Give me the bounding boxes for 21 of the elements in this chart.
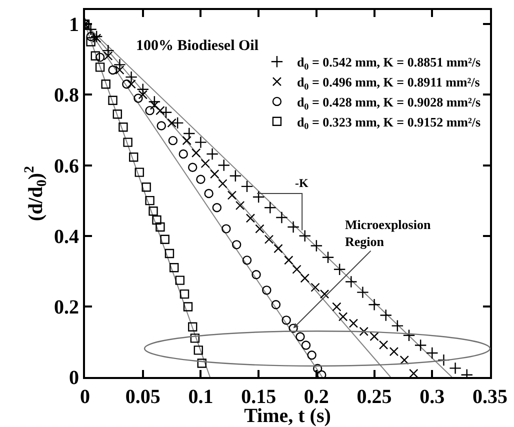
y-tick-label: 0.8 bbox=[54, 84, 79, 107]
x-tick-label: 0.25 bbox=[356, 386, 392, 408]
y-tick-label: 1 bbox=[69, 14, 79, 36]
y-tick-label: 0 bbox=[69, 367, 79, 389]
annotation: -K bbox=[295, 176, 309, 190]
y-tick-label: 0.6 bbox=[54, 155, 79, 178]
y-tick-label: 0.2 bbox=[54, 296, 79, 318]
x-axis-title: Time, t (s) bbox=[244, 405, 331, 427]
x-tick-label: 0.2 bbox=[304, 386, 329, 408]
x-tick-label: 0.35 bbox=[472, 386, 508, 408]
legend-label: d$_{0}$ = 0.323 mm, K = 0.9152 mm²/s bbox=[296, 114, 481, 132]
annotation: Microexplosion Region bbox=[345, 217, 432, 249]
annotation: 100% Biodiesel Oil bbox=[136, 38, 259, 54]
x-tick-label: 0.1 bbox=[188, 386, 214, 408]
y-tick-label: 0.4 bbox=[54, 226, 79, 248]
legend-label: d$_{0}$ = 0.542 mm, K = 0.8851 mm²/s bbox=[296, 54, 481, 72]
legend-label: d$_{0}$ = 0.428 mm, K = 0.9028 mm²/s bbox=[296, 94, 481, 112]
legend-label: d$_{0}$ = 0.496 mm, K = 0.8911 mm²/s bbox=[296, 74, 480, 92]
x-tick-label: 0.3 bbox=[420, 386, 445, 408]
x-tick-label: 0.05 bbox=[125, 386, 160, 408]
x-tick-label: 0.15 bbox=[241, 386, 276, 408]
